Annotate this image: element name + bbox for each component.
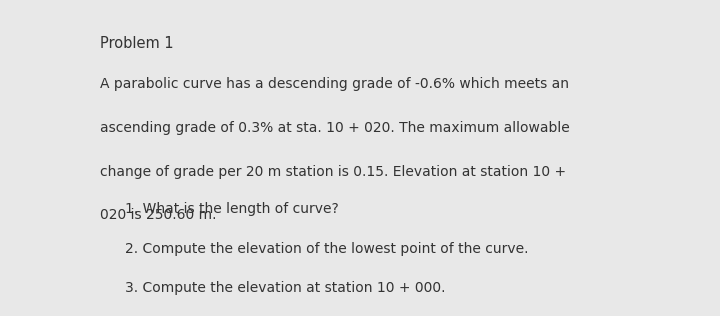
Text: ascending grade of 0.3% at sta. 10 + 020. The maximum allowable: ascending grade of 0.3% at sta. 10 + 020… bbox=[100, 121, 570, 135]
Text: Problem 1: Problem 1 bbox=[100, 36, 174, 51]
Text: A parabolic curve has a descending grade of -0.6% which meets an: A parabolic curve has a descending grade… bbox=[100, 77, 569, 91]
Text: 3. Compute the elevation at station 10 + 000.: 3. Compute the elevation at station 10 +… bbox=[125, 281, 446, 295]
Text: 2. Compute the elevation of the lowest point of the curve.: 2. Compute the elevation of the lowest p… bbox=[125, 242, 528, 256]
Text: 1. What is the length of curve?: 1. What is the length of curve? bbox=[125, 202, 339, 216]
Text: change of grade per 20 m station is 0.15. Elevation at station 10 +: change of grade per 20 m station is 0.15… bbox=[100, 165, 566, 179]
Text: 020 is 250.60 m.: 020 is 250.60 m. bbox=[100, 208, 216, 222]
